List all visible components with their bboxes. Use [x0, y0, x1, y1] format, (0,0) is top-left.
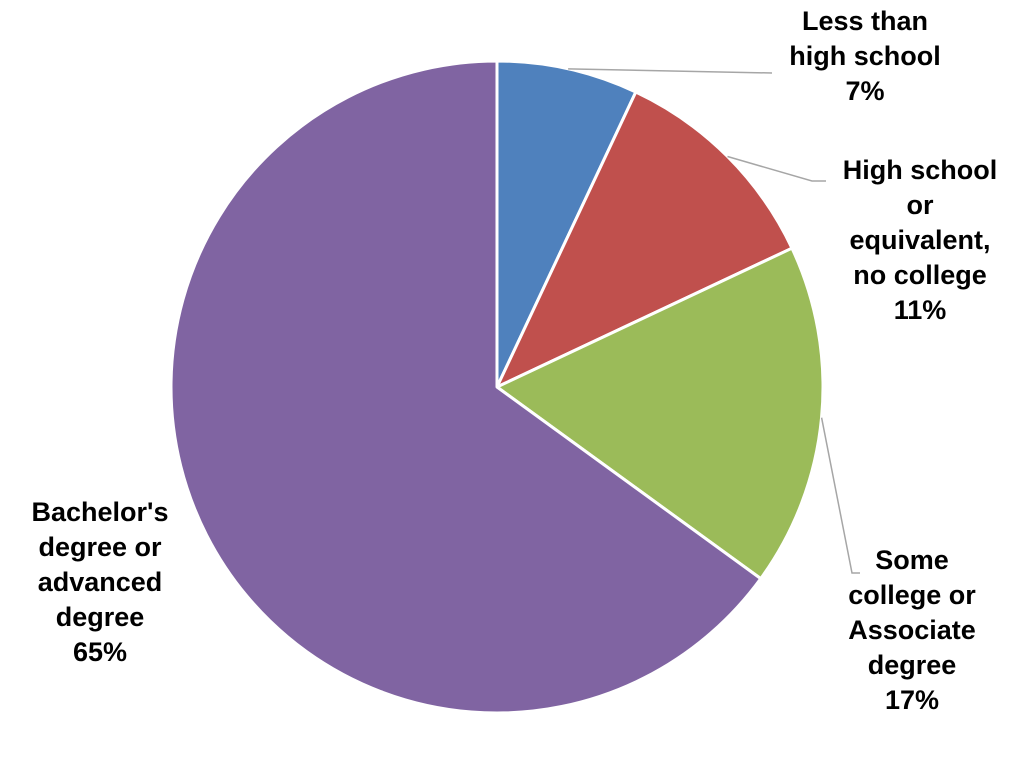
- leader-lines: [568, 68, 860, 574]
- slice-percent: 17%: [884, 685, 940, 715]
- slice-label-line: advanced: [37, 567, 163, 597]
- slice-label-line: Less than: [801, 6, 929, 36]
- leader-line-some-college: [820, 417, 860, 574]
- slice-high-school: [495, 90, 794, 389]
- leader-line-high-school: [727, 155, 826, 182]
- slice-label-some-college: Some college or Associate degree 17%: [812, 543, 1012, 718]
- slice-label-line: no college: [853, 260, 987, 290]
- slice-percent: 65%: [72, 637, 128, 667]
- slice-label-line: or: [906, 190, 934, 220]
- slice-label-line: college or: [848, 580, 976, 610]
- pie-slices: [169, 59, 825, 715]
- slice-label-line: Some: [875, 545, 949, 575]
- slice-percent: 11%: [893, 295, 947, 325]
- slice-label-bachelors: Bachelor's degree or advanced degree 65%: [5, 495, 195, 670]
- slice-percent: 7%: [845, 76, 885, 106]
- slice-label-line: degree or: [38, 532, 162, 562]
- slice-some-college: [495, 246, 825, 581]
- slice-label-high-school: High school or equivalent, no college 11…: [820, 153, 1020, 328]
- slice-label-less-than-high-school: Less than high school 7%: [770, 4, 960, 109]
- slice-label-line: degree: [55, 602, 145, 632]
- leader-line-less-than-high-school: [568, 68, 773, 74]
- slice-label-line: high school: [789, 41, 941, 71]
- slice-label-line: equivalent,: [849, 225, 991, 255]
- slice-label-line: Associate: [848, 615, 976, 645]
- slice-bachelors: [169, 59, 763, 715]
- slice-label-line: degree: [867, 650, 957, 680]
- slice-label-line: High school: [842, 155, 998, 185]
- slice-label-line: Bachelor's: [31, 497, 169, 527]
